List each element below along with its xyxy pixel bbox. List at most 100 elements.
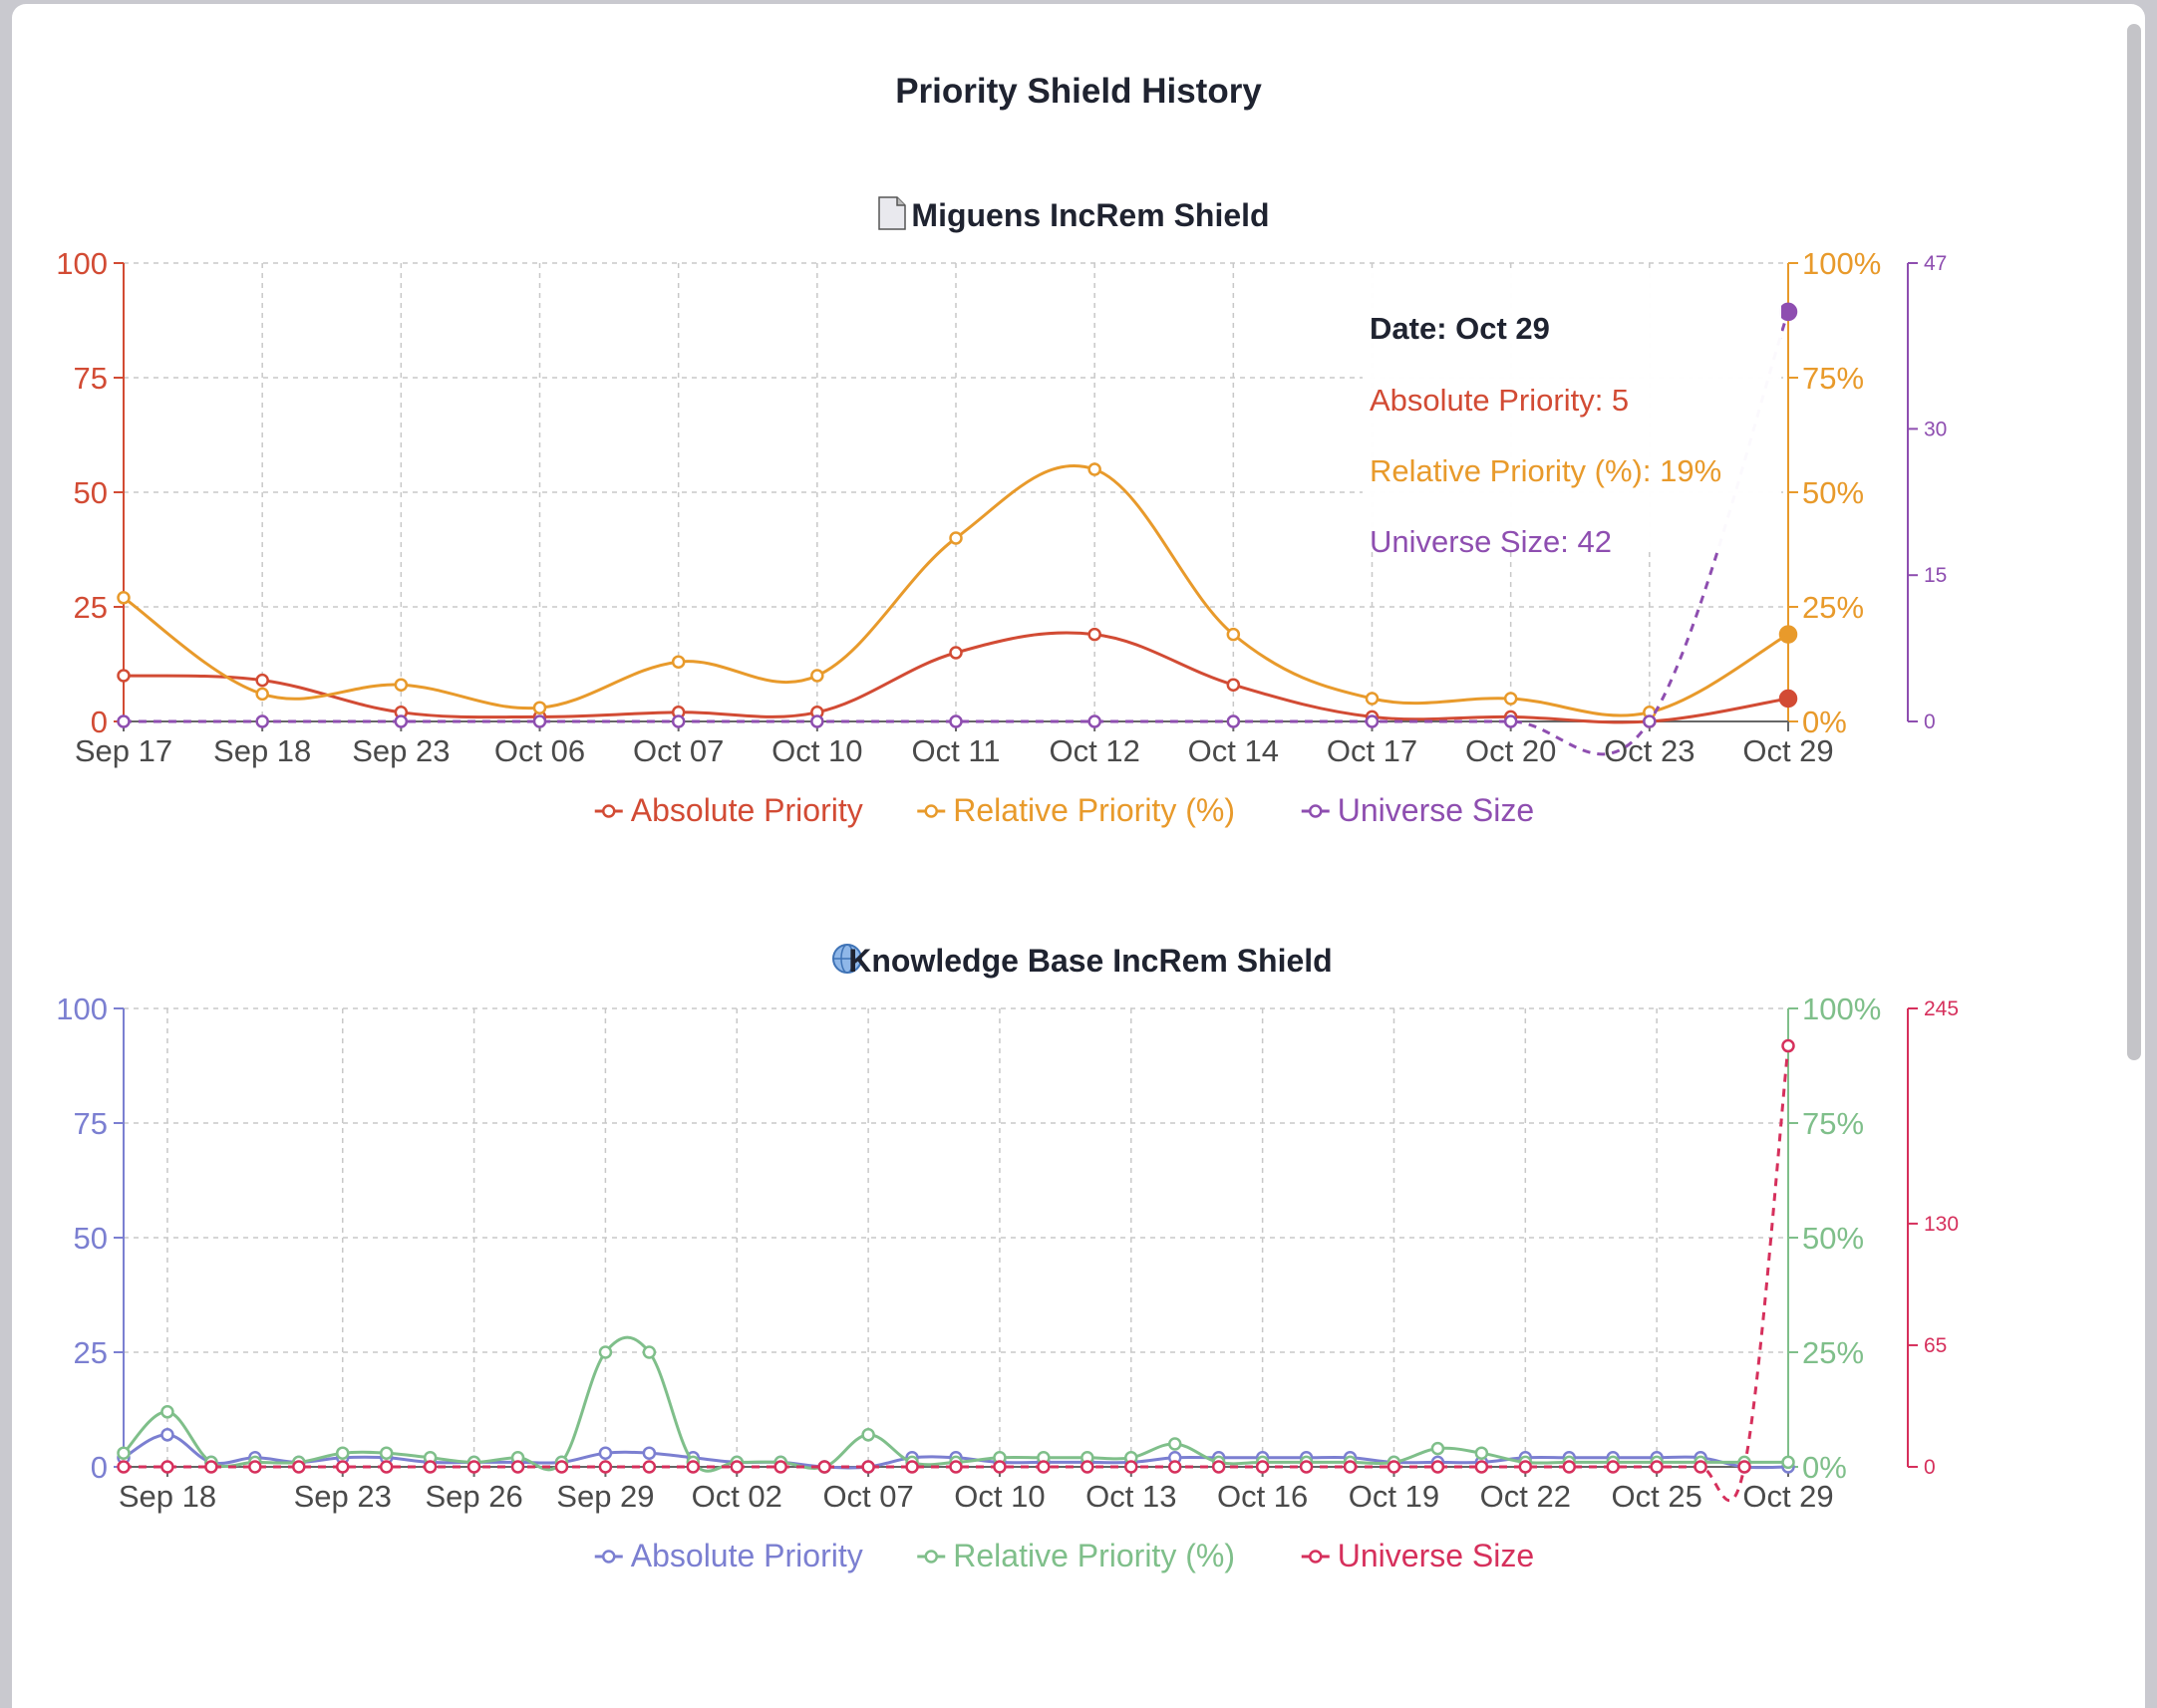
right-tick-label: 75% (1802, 1106, 1864, 1141)
x-tick-label: Oct 12 (1050, 733, 1140, 768)
data-point-relative-priority (949, 531, 963, 545)
data-point-relative-priority (1430, 1441, 1445, 1456)
scrollbar-thumb[interactable] (2127, 24, 2141, 1060)
left-tick-label: 25 (74, 1335, 108, 1370)
legend-label: Universe Size (1338, 1538, 1534, 1573)
data-point-absolute-priority (949, 646, 963, 660)
data-point-universe-size (1562, 1460, 1577, 1474)
data-point-relative-priority (1474, 1446, 1489, 1460)
right2-tick-label: 0 (1924, 711, 1936, 733)
legend-item-absolute-priority[interactable]: Absolute Priority (594, 792, 863, 828)
right2-tick-label: 30 (1924, 418, 1947, 440)
data-point-relative-priority (1503, 692, 1518, 706)
x-tick-label: Sep 17 (75, 733, 172, 768)
right-tick-label: 100% (1802, 246, 1881, 281)
x-tick-label: Oct 16 (1217, 1479, 1308, 1514)
data-point-universe-size (1643, 714, 1657, 728)
legend-label: Absolute Priority (631, 792, 863, 828)
data-point-relative-priority (642, 1345, 657, 1359)
legend-item-absolute-priority[interactable]: Absolute Priority (594, 1538, 863, 1573)
right-tick-label: 50% (1802, 1221, 1864, 1256)
chart-title: Miguens IncRem Shield (911, 197, 1269, 233)
data-point-universe-size (810, 714, 824, 728)
data-point-universe-size (204, 1460, 218, 1474)
data-point-absolute-priority (255, 673, 269, 688)
right2-tick-label: 65 (1924, 1334, 1947, 1357)
left-tick-label: 0 (91, 1450, 108, 1485)
legend-item-universe-size[interactable]: Universe Size (1301, 792, 1534, 828)
data-point-universe-size (1255, 1460, 1270, 1474)
legend-item-universe-size[interactable]: Universe Size (1301, 1538, 1534, 1573)
data-point-universe-size (1365, 714, 1380, 728)
data-point-relative-priority (1167, 1437, 1182, 1451)
chart-panel: Priority Shield History Miguens IncRem S… (12, 4, 2145, 1708)
legend-item-relative-priority[interactable]: Relative Priority (%) (917, 1538, 1235, 1573)
data-point-universe-size (817, 1460, 831, 1474)
x-tick-label: Oct 19 (1349, 1479, 1439, 1514)
data-point-universe-size (1606, 1460, 1620, 1474)
chart-title-group: Knowledge Base IncRem Shield (832, 943, 1333, 979)
data-point-relative-priority (394, 678, 409, 692)
series-universe-size (117, 1038, 1795, 1503)
right2-tick-label: 47 (1924, 252, 1947, 275)
chart-title: Knowledge Base IncRem Shield (848, 943, 1332, 979)
left-tick-label: 50 (74, 1221, 108, 1256)
data-point-relative-priority (861, 1428, 875, 1442)
legend-swatch-dot (924, 804, 938, 818)
x-tick-label: Oct 29 (1742, 1479, 1833, 1514)
x-tick-label: Sep 29 (556, 1479, 654, 1514)
knowledge-base-shield-chart: Knowledge Base IncRem Shield 0 25 50 75 100 0%… (56, 943, 1959, 1573)
data-point-universe-size (1124, 1460, 1138, 1474)
legend: Absolute Priority Relative Priority (%) Un… (594, 1538, 1534, 1573)
data-point-universe-size (1226, 714, 1241, 728)
data-point-universe-size (773, 1460, 787, 1474)
data-point-universe-size (1781, 1038, 1795, 1053)
series-line-universe-size (124, 311, 1790, 756)
data-point-universe-size (1167, 1460, 1182, 1474)
right-tick-label: 25% (1802, 590, 1864, 625)
chart-title-group: Miguens IncRem Shield (878, 196, 1270, 233)
tooltip-line-absolute-priority: Absolute Priority: 5 (1370, 383, 1629, 418)
data-point-universe-size (1037, 1460, 1051, 1474)
data-point-universe-size (949, 1460, 963, 1474)
x-tick-label: Oct 14 (1188, 733, 1279, 768)
legend-swatch-dot (1309, 804, 1323, 818)
data-point-universe-size (255, 714, 269, 728)
right2-tick-label: 0 (1924, 1456, 1936, 1479)
data-point-relative-priority (117, 1446, 131, 1460)
left-tick-label: 25 (74, 590, 108, 625)
data-point-universe-size (1518, 1460, 1533, 1474)
series-universe-size (117, 302, 1798, 756)
data-point-universe-size (1080, 1460, 1094, 1474)
x-tick-label: Sep 26 (425, 1479, 522, 1514)
left-tick-label: 100 (56, 992, 108, 1026)
data-point-relative-priority (671, 655, 686, 669)
data-point-universe-size (292, 1460, 306, 1474)
data-point-universe-size (248, 1460, 262, 1474)
data-point-relative-priority (532, 701, 547, 714)
legend-item-relative-priority[interactable]: Relative Priority (%) (917, 792, 1235, 828)
tooltip-line-universe-size: Universe Size: 42 (1370, 524, 1612, 559)
x-tick-label: Sep 18 (213, 733, 311, 768)
page-title: Priority Shield History (895, 72, 1262, 111)
data-point-universe-size (730, 1460, 745, 1474)
data-point-universe-size (949, 714, 963, 728)
legend-label: Relative Priority (%) (953, 792, 1235, 828)
x-tick-label: Oct 02 (692, 1479, 782, 1514)
x-tick-label: Oct 29 (1742, 733, 1833, 768)
data-point-universe-size (1778, 302, 1798, 322)
data-point-universe-size (1299, 1460, 1314, 1474)
data-point-universe-size (117, 1460, 131, 1474)
data-point-universe-size (686, 1460, 701, 1474)
data-point-universe-size (554, 1460, 569, 1474)
data-point-universe-size (598, 1460, 613, 1474)
right-tick-label: 50% (1802, 475, 1864, 510)
right-tick-label: 100% (1802, 992, 1881, 1026)
data-point-absolute-priority (117, 669, 131, 683)
data-point-universe-size (1650, 1460, 1664, 1474)
data-point-universe-size (1503, 714, 1518, 728)
legend-label: Relative Priority (%) (953, 1538, 1235, 1573)
data-point-absolute-priority (1226, 678, 1241, 692)
legend-swatch-dot (924, 1550, 938, 1564)
x-tick-label: Sep 23 (294, 1479, 392, 1514)
